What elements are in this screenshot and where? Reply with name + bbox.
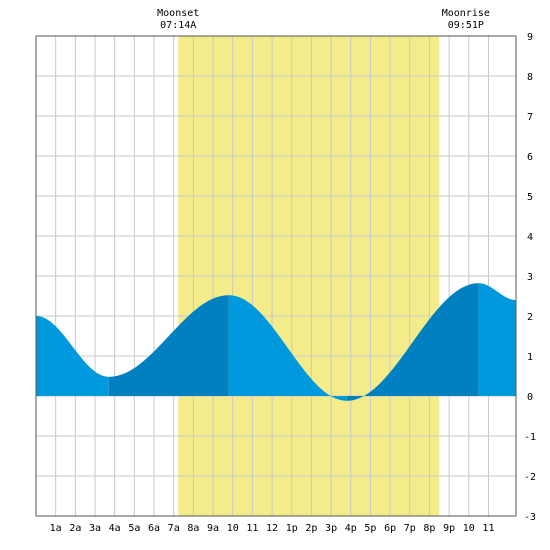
- x-tick-label-10: 10: [227, 523, 239, 534]
- x-tick-label-11: 11: [246, 523, 258, 534]
- x-tick-label-10: 10: [463, 523, 475, 534]
- x-tick-label-8p: 8p: [423, 523, 435, 534]
- y-tick-label-0: 0: [527, 392, 533, 403]
- x-tick-label-6a: 6a: [148, 523, 160, 534]
- y-tick-label-9: 9: [527, 32, 533, 43]
- x-tick-label-1a: 1a: [50, 523, 62, 534]
- y-tick-label-3: 3: [527, 272, 533, 283]
- x-tick-label-2a: 2a: [69, 523, 81, 534]
- x-tick-label-3p: 3p: [325, 523, 337, 534]
- plot-frame: [35, 35, 517, 517]
- y-tick-label--2: -2: [524, 472, 536, 483]
- x-tick-label-2p: 2p: [305, 523, 317, 534]
- y-tick-label-8: 8: [527, 72, 533, 83]
- y-tick-label-5: 5: [527, 192, 533, 203]
- tide-falling-segment-4: [478, 283, 516, 396]
- x-tick-label-11: 11: [482, 523, 494, 534]
- y-tick-label-1: 1: [527, 352, 533, 363]
- x-tick-label-5p: 5p: [364, 523, 376, 534]
- tide-falling-segment-0: [36, 316, 109, 396]
- x-tick-label-9p: 9p: [443, 523, 455, 534]
- y-tick-label-4: 4: [527, 232, 533, 243]
- x-tick-label-8a: 8a: [187, 523, 199, 534]
- y-tick-label-2: 2: [527, 312, 533, 323]
- y-tick-label-7: 7: [527, 112, 533, 123]
- y-tick-label-6: 6: [527, 152, 533, 163]
- plot-border: [35, 35, 517, 517]
- y-tick-label--3: -3: [524, 512, 536, 523]
- y-axis-ticks: 9 8 7 6 5 4 3 2 1 0 -1 -2 -3: [524, 32, 536, 523]
- y-tick-label--1: -1: [524, 432, 536, 443]
- moonrise-time: 09:51P: [448, 20, 484, 31]
- moonrise-label: Moonrise: [442, 8, 490, 19]
- x-tick-label-4p: 4p: [345, 523, 357, 534]
- x-tick-label-7a: 7a: [168, 523, 180, 534]
- x-tick-label-7p: 7p: [404, 523, 416, 534]
- x-tick-label-9a: 9a: [207, 523, 219, 534]
- x-tick-label-6p: 6p: [384, 523, 396, 534]
- tide-layer: [36, 283, 516, 401]
- x-tick-label-4a: 4a: [109, 523, 121, 534]
- tide-falling-segment-2: [228, 295, 347, 401]
- moonset-label: Moonset: [157, 8, 199, 19]
- x-tick-label-12: 12: [266, 523, 278, 534]
- x-tick-label-5a: 5a: [128, 523, 140, 534]
- tide-rising-segment-3: [346, 283, 479, 401]
- moonset-time: 07:14A: [160, 20, 196, 31]
- x-axis-ticks: 1a 2a 3a 4a 5a 6a 7a 8a 9a 10 11 12 1p 2p 3p 4p 5p 6p 7p 8p…: [50, 523, 495, 534]
- moon-labels: Moonset 07:14A Moonrise 09:51P: [157, 8, 490, 31]
- tide-rising-segment-1: [108, 295, 229, 396]
- x-tick-label-1p: 1p: [286, 523, 298, 534]
- x-tick-label-3a: 3a: [89, 523, 101, 534]
